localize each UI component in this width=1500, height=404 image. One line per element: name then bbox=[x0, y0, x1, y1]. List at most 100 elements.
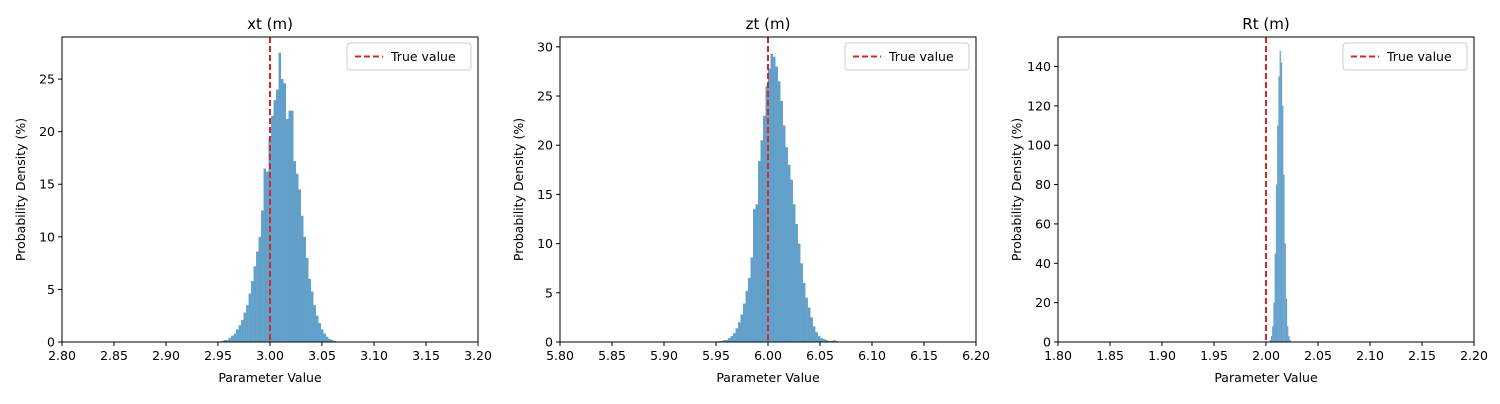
histogram-bar bbox=[330, 339, 334, 342]
y-tick-label: 15 bbox=[537, 187, 553, 202]
histogram-bar bbox=[782, 125, 786, 342]
histogram-bar bbox=[792, 204, 796, 342]
histogram-bar bbox=[805, 297, 808, 342]
x-tick-label: 6.00 bbox=[754, 348, 782, 363]
histogram-bar bbox=[777, 81, 781, 343]
x-tick-label: 3.15 bbox=[412, 348, 440, 363]
histogram-bar bbox=[725, 340, 729, 342]
chart-title: xt (m) bbox=[247, 15, 293, 33]
histogram-bar bbox=[735, 328, 739, 342]
histogram-bar bbox=[812, 326, 816, 342]
y-tick-label: 30 bbox=[537, 39, 553, 54]
histogram-bar bbox=[815, 332, 818, 342]
histogram-bar bbox=[800, 263, 803, 342]
histogram-bar bbox=[795, 223, 798, 342]
histogram-bar bbox=[743, 303, 746, 342]
histogram-bar bbox=[238, 325, 242, 342]
histogram-bar bbox=[296, 173, 299, 342]
histogram-bar bbox=[318, 323, 321, 342]
histogram-bar bbox=[300, 215, 304, 342]
x-tick-label: 6.10 bbox=[858, 348, 886, 363]
histogram-bar bbox=[748, 278, 751, 342]
histogram-bar bbox=[738, 322, 741, 342]
x-axis-label: Parameter Value bbox=[218, 370, 322, 385]
x-tick-label: 1.85 bbox=[1096, 348, 1124, 363]
histogram-bar bbox=[770, 53, 773, 342]
histogram-bar bbox=[825, 340, 828, 342]
histogram-bar bbox=[750, 257, 754, 342]
y-axis-label: Probability Density (%) bbox=[13, 118, 28, 261]
histogram-bar bbox=[733, 333, 736, 342]
x-tick-label: 1.90 bbox=[1148, 348, 1176, 363]
histogram-bar bbox=[797, 243, 801, 342]
histogram-bar bbox=[221, 340, 224, 342]
chart-title: Rt (m) bbox=[1242, 15, 1289, 33]
panel-zt: 5.80 5.85 5.90 5.95 6.00 6.05 6.10 6.15 6.20 0 5 10… bbox=[511, 15, 990, 385]
panel-rt: 1.80 1.85 1.90 1.95 2.00 2.05 2.10 2.15 2.20 0 20 4… bbox=[1009, 15, 1488, 385]
histogram-bar bbox=[775, 66, 778, 343]
legend: True value bbox=[844, 42, 970, 71]
legend-label: True value bbox=[1386, 49, 1452, 64]
x-tick-label: 3.00 bbox=[256, 348, 284, 363]
histogram-bar bbox=[1269, 340, 1271, 342]
histogram-bar bbox=[1270, 336, 1273, 342]
histogram-bar bbox=[228, 337, 232, 342]
x-tick-label: 3.05 bbox=[308, 348, 336, 363]
x-tick-label: 1.80 bbox=[1044, 348, 1072, 363]
histogram-bar bbox=[785, 147, 788, 342]
histogram-bar bbox=[740, 314, 744, 342]
histogram-bar bbox=[303, 236, 306, 342]
y-tick-label: 10 bbox=[39, 229, 55, 244]
legend-label: True value bbox=[888, 49, 954, 64]
histogram-bar bbox=[755, 204, 759, 342]
y-tick-label: 20 bbox=[1035, 295, 1051, 310]
x-tick-label: 5.95 bbox=[702, 348, 730, 363]
histogram-bar bbox=[313, 305, 316, 342]
histogram-bar bbox=[820, 338, 823, 342]
legend-box bbox=[346, 42, 472, 71]
histogram-bar bbox=[286, 119, 289, 342]
histogram-bar bbox=[802, 282, 806, 342]
histogram-bar bbox=[231, 335, 234, 342]
histogram-bar bbox=[323, 333, 326, 342]
histogram-bar bbox=[266, 171, 269, 342]
histogram-bar bbox=[278, 52, 282, 342]
histogram-bar bbox=[807, 307, 811, 342]
y-tick-label: 10 bbox=[537, 236, 553, 251]
histogram-bar bbox=[223, 339, 227, 342]
histogram-bar bbox=[233, 333, 237, 342]
histogram-bar bbox=[1274, 253, 1276, 342]
histogram-bar bbox=[328, 338, 331, 342]
histogram-bar bbox=[1288, 336, 1290, 342]
x-tick-label: 2.95 bbox=[204, 348, 232, 363]
histogram-bar bbox=[246, 305, 249, 342]
panel-xt: 2.80 2.85 2.90 2.95 3.00 3.05 3.10 3.15 3.20 0 5 10… bbox=[13, 15, 492, 385]
x-tick-label: 2.10 bbox=[1356, 348, 1384, 363]
x-axis-label: Parameter Value bbox=[1214, 370, 1318, 385]
x-tick-label: 2.05 bbox=[1304, 348, 1332, 363]
histogram-bar bbox=[1272, 326, 1274, 342]
histogram-bar bbox=[226, 339, 229, 342]
y-tick-label: 0 bbox=[1043, 335, 1051, 350]
y-tick-label: 25 bbox=[39, 72, 55, 87]
histogram-bar bbox=[1277, 125, 1279, 342]
legend-label: True value bbox=[390, 49, 456, 64]
histogram-bar bbox=[310, 291, 314, 342]
histogram-bar bbox=[1284, 243, 1286, 342]
x-tick-label: 6.20 bbox=[962, 348, 990, 363]
histogram-bar bbox=[271, 115, 274, 342]
y-tick-label: 20 bbox=[39, 124, 55, 139]
histogram-bar bbox=[333, 340, 336, 342]
histogram-bars bbox=[718, 53, 838, 343]
histogram-bar bbox=[263, 168, 267, 342]
legend-box bbox=[844, 42, 970, 71]
y-tick-label: 5 bbox=[545, 285, 553, 300]
histogram-bar bbox=[758, 160, 761, 342]
histogram-bar bbox=[768, 68, 771, 342]
histogram-bar bbox=[315, 315, 319, 342]
histogram-bar bbox=[780, 100, 783, 342]
histogram-bar bbox=[1280, 62, 1283, 342]
y-tick-label: 0 bbox=[47, 335, 55, 350]
histogram-bar bbox=[256, 251, 259, 342]
